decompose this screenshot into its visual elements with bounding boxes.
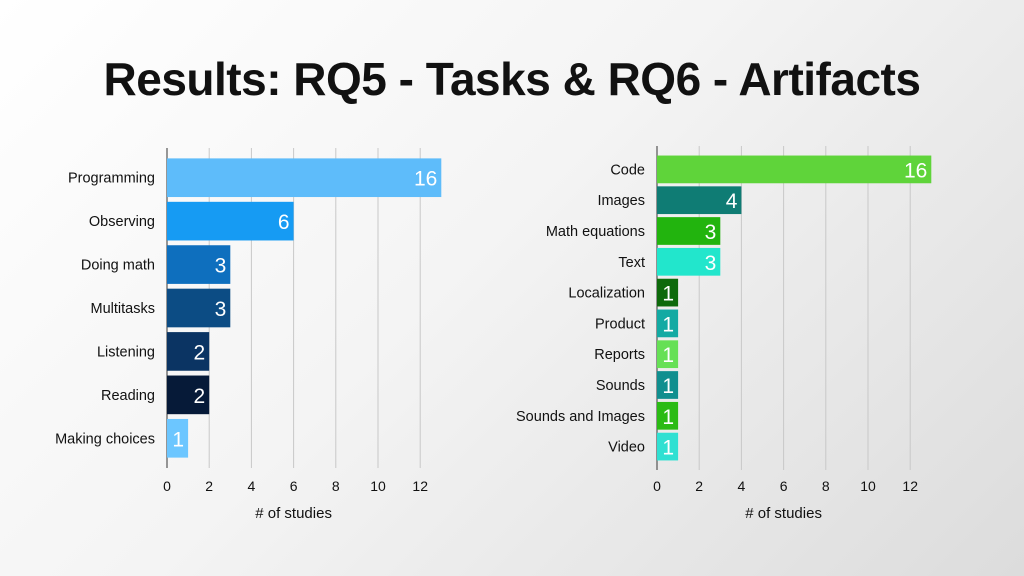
x-axis-label: # of studies	[745, 505, 822, 522]
category-label: Sounds and Images	[516, 409, 645, 425]
x-axis-label: # of studies	[255, 505, 332, 522]
category-label: Localization	[568, 286, 645, 302]
x-tick-label: 12	[412, 478, 428, 494]
category-label: Code	[610, 162, 645, 178]
x-tick-label: 6	[290, 478, 298, 494]
x-tick-label: 6	[780, 478, 788, 494]
category-label: Images	[597, 193, 645, 209]
data-label: 3	[705, 252, 717, 275]
x-tick-label: 10	[370, 478, 386, 494]
slide-title: Results: RQ5 - Tasks & RQ6 - Artifacts	[103, 53, 921, 105]
bar-reports	[657, 340, 679, 369]
data-label: 1	[662, 283, 674, 306]
category-label: Video	[608, 440, 645, 456]
data-label: 3	[215, 255, 227, 278]
bar-sounds	[657, 371, 679, 399]
x-tick-label: 0	[163, 478, 171, 494]
category-label: Sounds	[596, 378, 645, 394]
category-label: Multitasks	[91, 301, 155, 317]
data-label: 16	[904, 159, 927, 182]
data-label: 2	[194, 341, 206, 364]
bar-listening	[167, 332, 210, 371]
category-label: Reading	[101, 388, 155, 404]
bar-product	[657, 309, 679, 338]
data-label: 1	[662, 344, 674, 367]
category-label: Making choices	[55, 431, 155, 447]
bar-code	[657, 155, 932, 184]
bar-multitasks	[167, 288, 231, 328]
bar-sounds-and-images	[657, 401, 679, 430]
bar-making-choices	[167, 418, 189, 458]
category-label: Doing math	[81, 258, 155, 274]
x-tick-label: 8	[822, 478, 830, 494]
data-label: 1	[662, 406, 674, 429]
x-tick-label: 12	[902, 478, 918, 494]
x-tick-label: 2	[695, 478, 703, 494]
category-label: Reports	[594, 347, 645, 363]
category-label: Math equations	[546, 224, 645, 240]
data-label: 3	[705, 221, 717, 244]
x-tick-label: 0	[653, 478, 661, 494]
x-tick-label: 2	[205, 478, 213, 494]
category-label: Observing	[89, 214, 155, 230]
x-tick-label: 8	[332, 478, 340, 494]
data-label: 16	[414, 168, 437, 191]
bar-observing	[167, 201, 294, 241]
data-label: 1	[662, 437, 674, 460]
bar-doing-math	[167, 245, 231, 284]
data-label: 1	[662, 313, 674, 336]
category-label: Listening	[97, 344, 155, 360]
data-label: 3	[215, 298, 227, 321]
category-label: Text	[618, 255, 645, 271]
bar-text	[657, 247, 721, 276]
x-tick-label: 10	[860, 478, 876, 494]
data-label: 2	[194, 385, 206, 408]
x-tick-label: 4	[738, 478, 746, 494]
category-label: Product	[595, 316, 645, 332]
bar-reading	[167, 375, 210, 415]
category-label: Programming	[68, 171, 155, 187]
data-label: 6	[278, 211, 290, 234]
x-tick-label: 4	[248, 478, 256, 494]
bar-programming	[167, 158, 442, 198]
data-label: 1	[172, 428, 184, 451]
bar-images	[657, 186, 742, 215]
data-label: 4	[726, 190, 738, 213]
bar-video	[657, 432, 679, 461]
data-label: 1	[662, 375, 674, 398]
bar-math-equations	[657, 217, 721, 245]
bar-localization	[657, 278, 679, 307]
